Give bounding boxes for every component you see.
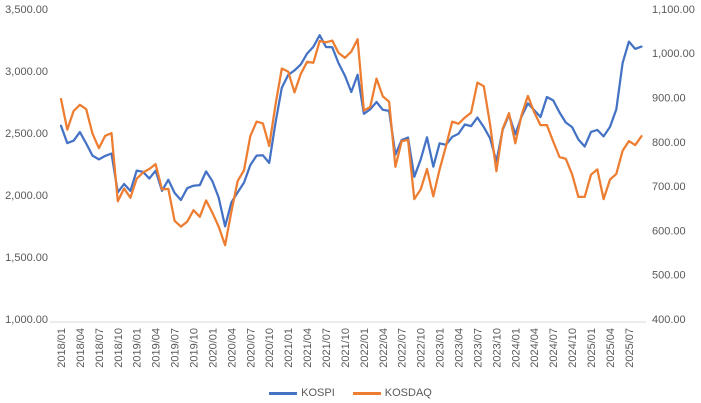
right-axis-tick-label: 500.00 [652, 270, 686, 282]
right-axis-tick-label: 700.00 [652, 181, 686, 193]
x-axis-tick-label: 2020/01 [207, 328, 219, 368]
x-axis-tick-label: 2018/10 [113, 328, 125, 368]
x-axis-tick-label: 2022/01 [359, 328, 371, 368]
x-axis-tick-label: 2021/04 [302, 328, 314, 368]
x-axis-tick-label: 2023/10 [491, 328, 503, 368]
right-axis-tick-label: 400.00 [652, 314, 686, 326]
right-axis-tick-label: 1,000.00 [652, 48, 695, 60]
kospi-legend-line-icon [269, 391, 298, 395]
x-axis-tick-label: 2024/01 [510, 328, 522, 368]
x-axis-tick-label: 2022/04 [378, 328, 390, 368]
kospi-series-line [59, 34, 643, 228]
x-axis-tick-label: 2022/10 [416, 328, 428, 368]
x-axis-tick-label: 2023/07 [472, 328, 484, 368]
x-axis-tick-label: 2019/10 [189, 328, 201, 368]
kospi-legend-label: KOSPI [301, 387, 335, 399]
kosdaq-legend-line-icon [352, 391, 381, 395]
x-axis-tick-label: 2023/04 [454, 328, 466, 368]
left-axis-tick-label: 2,500.00 [5, 128, 48, 140]
x-axis-tick-label: 2020/07 [245, 328, 257, 368]
x-axis-tick-label: 2024/07 [548, 328, 560, 368]
x-axis-tick-label: 2021/01 [283, 328, 295, 368]
x-axis-tick-label: 2023/01 [435, 328, 447, 368]
x-axis-tick-label: 2020/04 [226, 328, 238, 368]
left-axis-tick-label: 1,000.00 [5, 314, 48, 326]
x-axis-tick-label: 2018/01 [56, 328, 68, 368]
legend-item-kosdaq[interactable]: KOSDAQ [352, 387, 432, 399]
left-axis-tick-label: 3,500.00 [5, 4, 48, 16]
x-axis-tick-label: 2020/10 [264, 328, 276, 368]
right-axis-tick-label: 1,100.00 [652, 4, 695, 16]
right-axis-tick-label: 800.00 [652, 137, 686, 149]
x-axis-tick-label: 2025/01 [586, 328, 598, 368]
kosdaq-legend-label: KOSDAQ [384, 387, 432, 399]
left-axis-tick-label: 3,000.00 [5, 66, 48, 78]
left-axis-tick-label: 2,000.00 [5, 190, 48, 202]
kosdaq-series-line [59, 38, 643, 247]
x-axis-tick-label: 2025/04 [605, 328, 617, 368]
x-axis-tick-label: 2024/10 [567, 328, 579, 368]
x-axis-tick-label: 2024/04 [529, 328, 541, 368]
right-axis-tick-label: 600.00 [652, 225, 686, 237]
x-axis-tick-label: 2018/07 [94, 328, 106, 368]
right-axis-tick-label: 900.00 [652, 92, 686, 104]
x-axis-tick-label: 2018/04 [75, 328, 87, 368]
x-axis-tick-label: 2019/01 [132, 328, 144, 368]
x-axis-tick-label: 2019/07 [170, 328, 182, 368]
x-axis-tick-label: 2025/07 [624, 328, 636, 368]
x-axis-tick-label: 2019/04 [151, 328, 163, 368]
left-axis-tick-label: 1,500.00 [5, 252, 48, 264]
x-axis-tick-label: 2021/07 [321, 328, 333, 368]
x-axis-tick-label: 2022/07 [397, 328, 409, 368]
x-axis-tick-label: 2021/10 [340, 328, 352, 368]
legend-item-kospi[interactable]: KOSPI [269, 387, 335, 399]
chart-legend: KOSPI KOSDAQ [0, 387, 701, 399]
